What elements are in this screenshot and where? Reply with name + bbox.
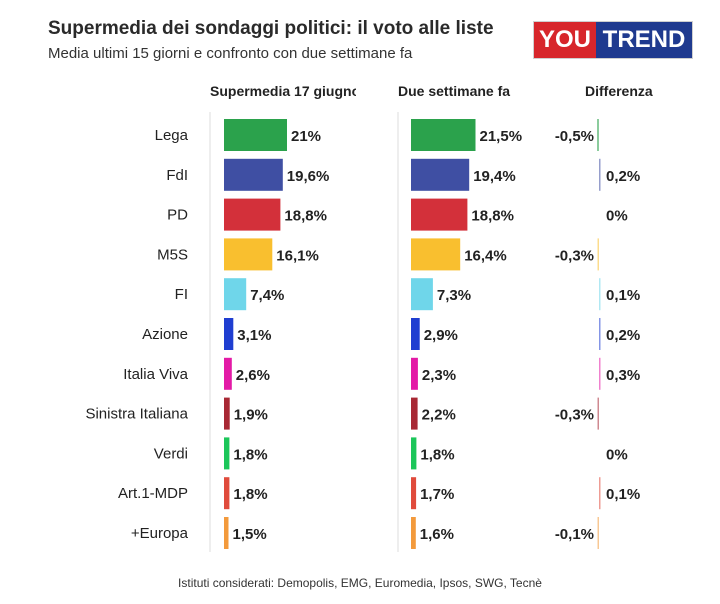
category-label-sinistra-italiana: Sinistra Italiana bbox=[85, 406, 188, 423]
value-label-difference-europa: -0,1% bbox=[555, 526, 594, 543]
bar-previous-fdi bbox=[411, 158, 470, 191]
bar-current-sinistra-italiana bbox=[224, 397, 230, 430]
value-label-difference-m5s: -0,3% bbox=[555, 247, 594, 264]
value-label-current-fi: 7,4% bbox=[250, 287, 284, 304]
bar-difference-lega bbox=[597, 119, 599, 151]
category-label-italia-viva: Italia Viva bbox=[123, 366, 188, 383]
value-label-difference-fi: 0,1% bbox=[606, 287, 640, 304]
bar-current-fi bbox=[224, 278, 247, 311]
value-label-current-italia-viva: 2,6% bbox=[236, 367, 270, 384]
value-label-previous-italia-viva: 2,3% bbox=[422, 367, 456, 384]
value-label-difference-verdi: 0% bbox=[606, 446, 628, 463]
value-label-current-europa: 1,5% bbox=[233, 526, 267, 543]
value-label-difference-sinistra-italiana: -0,3% bbox=[555, 407, 594, 424]
bar-difference-fdi bbox=[599, 158, 601, 191]
bar-current-lega bbox=[224, 119, 287, 151]
value-label-difference-azione: 0,2% bbox=[606, 327, 640, 344]
youtrend-logo: YOU TREND bbox=[533, 21, 693, 59]
value-label-previous-lega: 21,5% bbox=[480, 128, 523, 145]
value-label-previous-sinistra-italiana: 2,2% bbox=[422, 407, 456, 424]
bar-current-azione bbox=[224, 318, 234, 350]
column-header-difference: Differenza bbox=[585, 83, 653, 99]
value-label-previous-europa: 1,6% bbox=[420, 526, 454, 543]
value-label-previous-fdi: 19,4% bbox=[473, 168, 516, 185]
category-label-europa: +Europa bbox=[131, 525, 189, 542]
value-label-current-m5s: 16,1% bbox=[276, 247, 319, 264]
value-label-difference-italia-viva: 0,3% bbox=[606, 367, 640, 384]
value-label-difference-fdi: 0,2% bbox=[606, 168, 640, 185]
value-label-previous-verdi: 1,8% bbox=[420, 446, 454, 463]
column-header-previous: Due settimane fa bbox=[398, 83, 511, 99]
bar-previous-azione bbox=[411, 318, 420, 350]
bar-difference-art-1-mdp bbox=[599, 477, 601, 510]
value-label-previous-pd: 18,8% bbox=[471, 208, 514, 225]
chart-footer-sources: Istituti considerati: Demopolis, EMG, Eu… bbox=[178, 576, 542, 590]
bar-current-pd bbox=[224, 198, 281, 231]
bar-current-verdi bbox=[224, 437, 230, 470]
value-label-current-fdi: 19,6% bbox=[287, 168, 330, 185]
value-label-current-verdi: 1,8% bbox=[233, 446, 267, 463]
category-label-fi: FI bbox=[175, 286, 188, 303]
category-label-pd: PD bbox=[167, 207, 188, 224]
category-label-fdi: FdI bbox=[166, 167, 188, 184]
category-label-m5s: M5S bbox=[157, 246, 188, 263]
bar-current-m5s bbox=[224, 238, 273, 271]
value-label-current-pd: 18,8% bbox=[284, 208, 327, 225]
value-label-difference-art-1-mdp: 0,1% bbox=[606, 486, 640, 503]
bar-difference-fi bbox=[599, 278, 601, 311]
bar-current-italia-viva bbox=[224, 357, 232, 390]
chart-title: Supermedia dei sondaggi politici: il vot… bbox=[48, 18, 494, 39]
bar-previous-art-1-mdp bbox=[411, 477, 417, 510]
bar-previous-fi bbox=[411, 278, 433, 311]
logo-trend-text: TREND bbox=[596, 22, 692, 58]
value-label-current-art-1-mdp: 1,8% bbox=[233, 486, 267, 503]
bar-difference-italia-viva bbox=[599, 357, 601, 390]
value-label-current-lega: 21% bbox=[291, 128, 321, 145]
category-label-verdi: Verdi bbox=[154, 445, 188, 462]
value-label-previous-m5s: 16,4% bbox=[464, 247, 507, 264]
bar-previous-verdi bbox=[411, 437, 417, 470]
logo-you-text: YOU bbox=[534, 22, 596, 58]
bar-current-europa bbox=[224, 517, 229, 549]
bar-previous-m5s bbox=[411, 238, 461, 271]
column-header-current: Supermedia 17 giugno bbox=[210, 83, 356, 99]
bar-previous-sinistra-italiana bbox=[411, 397, 418, 430]
value-label-current-sinistra-italiana: 1,9% bbox=[234, 407, 268, 424]
bar-previous-lega bbox=[411, 119, 476, 151]
bar-current-art-1-mdp bbox=[224, 477, 230, 510]
value-label-previous-azione: 2,9% bbox=[424, 327, 458, 344]
bar-difference-m5s bbox=[597, 238, 599, 271]
value-label-previous-art-1-mdp: 1,7% bbox=[420, 486, 454, 503]
bar-previous-europa bbox=[411, 517, 416, 549]
bar-difference-sinistra-italiana bbox=[597, 397, 599, 430]
category-label-lega: Lega bbox=[155, 127, 189, 144]
bar-current-fdi bbox=[224, 158, 283, 191]
category-label-azione: Azione bbox=[142, 326, 188, 343]
bar-difference-europa bbox=[597, 517, 599, 549]
value-label-difference-lega: -0,5% bbox=[555, 128, 594, 145]
bar-previous-italia-viva bbox=[411, 357, 418, 390]
bar-previous-pd bbox=[411, 198, 468, 231]
bar-difference-azione bbox=[599, 318, 601, 350]
chart-subtitle: Media ultimi 15 giorni e confronto con d… bbox=[48, 45, 413, 62]
value-label-current-azione: 3,1% bbox=[237, 327, 271, 344]
category-label-art-1-mdp: Art.1-MDP bbox=[118, 485, 188, 502]
value-label-difference-pd: 0% bbox=[606, 208, 628, 225]
value-label-previous-fi: 7,3% bbox=[437, 287, 471, 304]
